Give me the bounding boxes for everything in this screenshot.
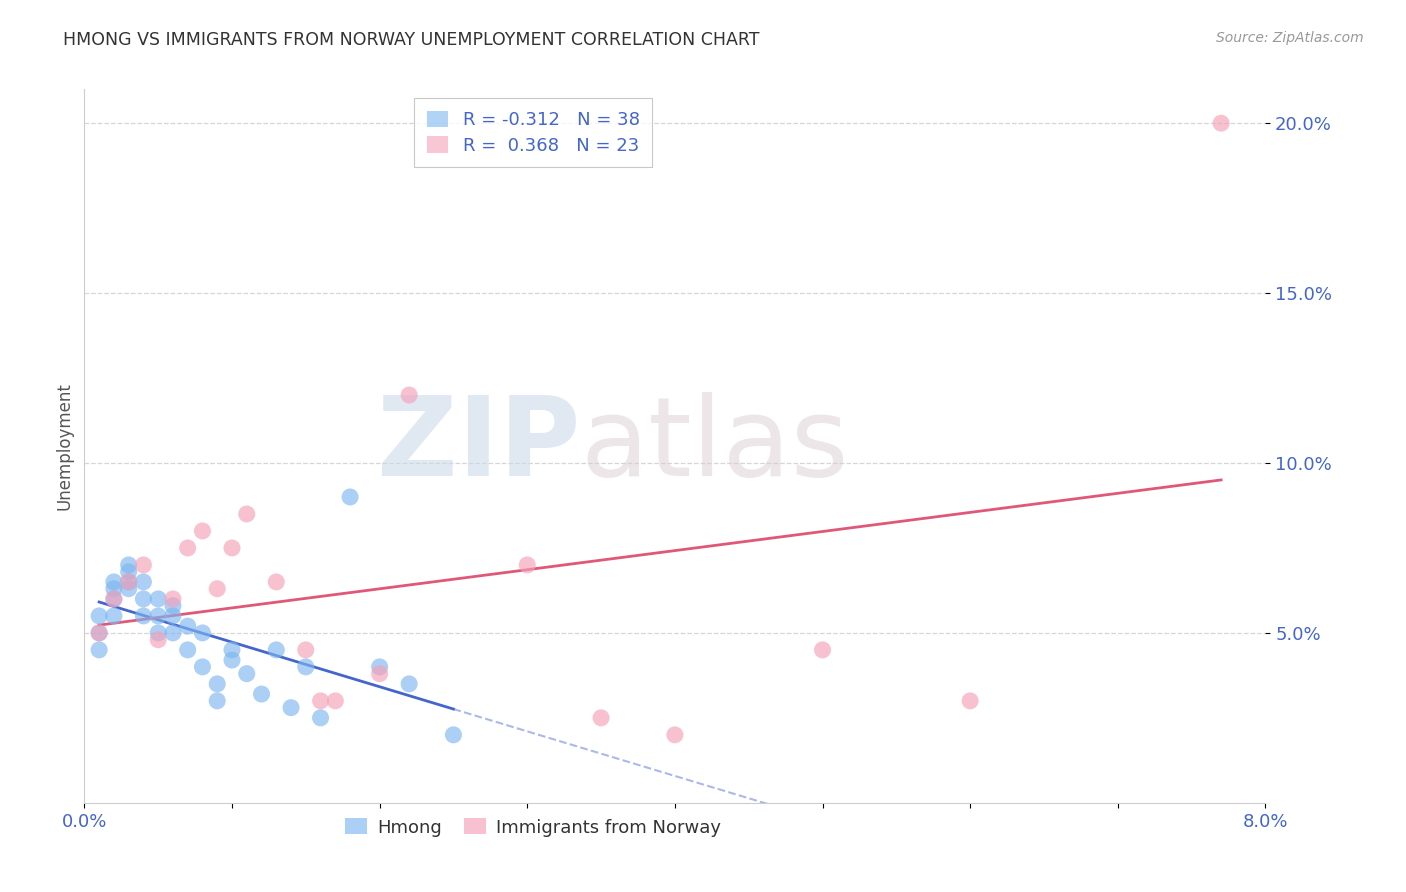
Text: Source: ZipAtlas.com: Source: ZipAtlas.com [1216, 31, 1364, 45]
Point [132, 574, 155, 589]
Point [221, 643, 243, 657]
Point [664, 728, 686, 742]
Point [103, 582, 125, 596]
Point [811, 643, 834, 657]
Point [309, 694, 332, 708]
Point [235, 507, 259, 521]
Point [87, 608, 111, 623]
Point [398, 677, 420, 691]
Point [118, 558, 141, 572]
Point [132, 591, 155, 606]
Point [207, 582, 229, 596]
Point [162, 608, 184, 623]
Point [87, 643, 111, 657]
Point [87, 626, 111, 640]
Point [118, 582, 141, 596]
Text: HMONG VS IMMIGRANTS FROM NORWAY UNEMPLOYMENT CORRELATION CHART: HMONG VS IMMIGRANTS FROM NORWAY UNEMPLOY… [63, 31, 759, 49]
Point [1211, 116, 1233, 130]
Point [148, 608, 170, 623]
Text: atlas: atlas [581, 392, 849, 500]
Point [87, 626, 111, 640]
Point [148, 591, 170, 606]
Point [118, 565, 141, 579]
Point [516, 558, 538, 572]
Point [103, 591, 125, 606]
Point [235, 666, 259, 681]
Point [295, 643, 318, 657]
Point [162, 591, 184, 606]
Point [162, 626, 184, 640]
Point [591, 711, 613, 725]
Point [264, 574, 288, 589]
Point [103, 608, 125, 623]
Point [250, 687, 273, 701]
Point [177, 643, 200, 657]
Point [280, 700, 302, 714]
Point [191, 626, 214, 640]
Point [443, 728, 465, 742]
Y-axis label: Unemployment: Unemployment [55, 382, 73, 510]
Point [118, 574, 141, 589]
Point [309, 711, 332, 725]
Point [295, 660, 318, 674]
Point [162, 599, 184, 613]
Point [148, 626, 170, 640]
Point [191, 524, 214, 538]
Point [368, 666, 391, 681]
Point [191, 660, 214, 674]
Point [148, 632, 170, 647]
Point [368, 660, 391, 674]
Point [177, 619, 200, 633]
Legend: Hmong, Immigrants from Norway: Hmong, Immigrants from Norway [337, 811, 728, 844]
Point [221, 541, 243, 555]
Point [132, 558, 155, 572]
Point [325, 694, 347, 708]
Point [221, 653, 243, 667]
Point [118, 574, 141, 589]
Point [177, 541, 200, 555]
Point [207, 677, 229, 691]
Text: ZIP: ZIP [377, 392, 581, 500]
Point [103, 574, 125, 589]
Point [132, 608, 155, 623]
Point [264, 643, 288, 657]
Point [398, 388, 420, 402]
Point [103, 591, 125, 606]
Point [959, 694, 981, 708]
Point [207, 694, 229, 708]
Point [339, 490, 361, 504]
